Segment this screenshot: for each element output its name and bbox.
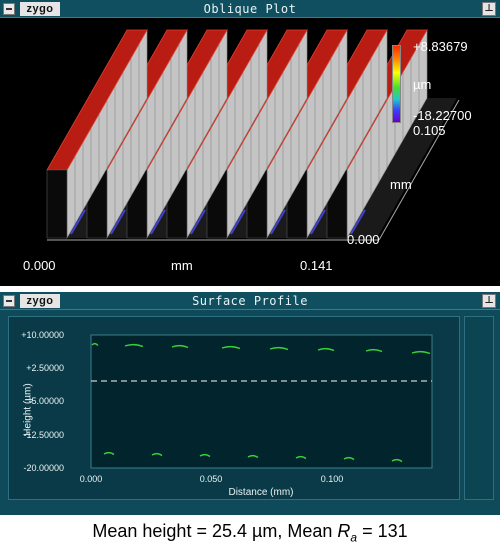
profile-trace-segment [317, 347, 335, 352]
zygo-logo: zygo [20, 294, 60, 308]
floor-hint [310, 209, 326, 235]
y-axis-title: Height (µm) [22, 383, 34, 436]
scale-unit-label: µm [413, 77, 432, 92]
profile-trace-segment [171, 344, 189, 349]
window-title: Oblique Plot [203, 2, 297, 16]
y-tick-label: -5.00000 [28, 396, 64, 406]
x-axis-max-label: 0.141 [300, 258, 333, 273]
floor-hint [150, 209, 166, 235]
surface-profile-window: zygo Surface Profile ⊥ +10.00000 +2.5000… [0, 292, 500, 515]
floor-hint [350, 209, 366, 235]
scale-min-label: -18.22700 [413, 108, 472, 123]
profile-trace-segment [124, 343, 144, 348]
rib-front-face [46, 169, 68, 239]
profile-trace-segment [151, 452, 163, 457]
window-menu-icon[interactable] [3, 295, 15, 307]
x-tick-label: 0.000 [79, 474, 103, 484]
x-axis-title: Distance (mm) [228, 487, 294, 498]
oblique-3d-plot [46, 28, 460, 241]
y-tick-label: +10.00000 [21, 330, 64, 340]
pin-icon[interactable]: ⊥ [482, 2, 496, 16]
caption-prefix: Mean height = 25.4 µm, Mean [92, 521, 338, 541]
profile-trace-segment [295, 455, 307, 460]
zygo-logo: zygo [20, 2, 60, 16]
profile-trace-segment [91, 342, 99, 346]
ra-subscript: a [350, 530, 358, 545]
floor-hint [270, 209, 286, 235]
oblique-plot-window: zygo Oblique Plot ⊥ +8.83679 µm -18.2270… [0, 0, 500, 286]
window-menu-icon[interactable] [3, 3, 15, 15]
profile-trace-segment [103, 451, 115, 456]
profile-trace-segment [269, 346, 289, 351]
y-tick-label: -12.50000 [23, 430, 64, 440]
x-axis-min-label: 0.000 [23, 258, 56, 273]
y-axis-min-label: 0.000 [347, 232, 380, 247]
profile-plot-area [90, 334, 433, 469]
scale-max-label: +8.83679 [413, 39, 468, 54]
floor-hint [110, 209, 126, 235]
x-axis-unit-label: mm [171, 258, 193, 273]
profile-trace-segment [391, 458, 403, 463]
profile-trace-segment [247, 454, 259, 459]
x-tick-label: 0.100 [320, 474, 344, 484]
y-axis-unit-label: mm [390, 177, 412, 192]
y-tick-label: -20.00000 [23, 463, 64, 473]
x-tick-label: 0.050 [199, 474, 223, 484]
profile-trace-segment [343, 456, 355, 461]
profile-trace-segment [199, 453, 211, 458]
profile-trace-segment [411, 350, 431, 355]
profile-chart [90, 334, 433, 469]
y-tick-label: +2.50000 [26, 363, 64, 373]
pin-icon[interactable]: ⊥ [482, 294, 496, 308]
profile-trace-segment [365, 348, 383, 353]
profile-trace-segment [221, 345, 241, 350]
floor-hint [230, 209, 246, 235]
oblique-title-bar: zygo Oblique Plot ⊥ [0, 0, 500, 18]
floor-hint [70, 209, 86, 235]
y-axis-line [378, 99, 460, 241]
caption: Mean height = 25.4 µm, Mean Ra = 131 [0, 521, 500, 545]
profile-right-panel [464, 316, 494, 500]
floor-hint [190, 209, 206, 235]
ra-symbol: R [337, 521, 351, 541]
caption-suffix: = 131 [357, 521, 408, 541]
color-scale-bar [392, 45, 401, 123]
y-axis-max-label: 0.105 [413, 123, 446, 138]
